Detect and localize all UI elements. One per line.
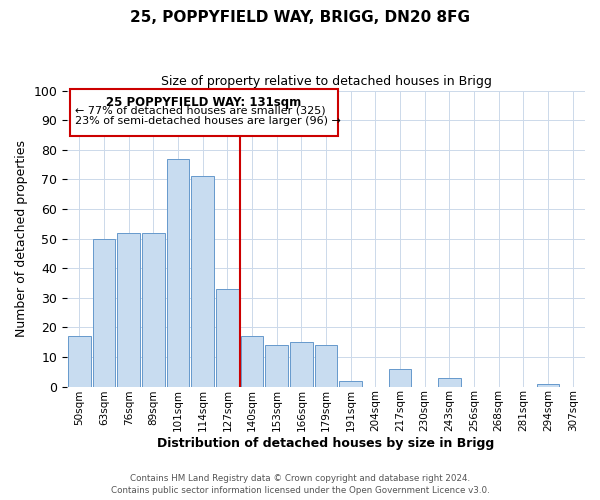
Y-axis label: Number of detached properties: Number of detached properties	[15, 140, 28, 337]
Text: 23% of semi-detached houses are larger (96) →: 23% of semi-detached houses are larger (…	[74, 116, 340, 126]
X-axis label: Distribution of detached houses by size in Brigg: Distribution of detached houses by size …	[157, 437, 495, 450]
Bar	[290, 342, 313, 386]
Bar	[68, 336, 91, 386]
Bar	[118, 232, 140, 386]
Text: 25 POPPYFIELD WAY: 131sqm: 25 POPPYFIELD WAY: 131sqm	[106, 96, 302, 109]
Text: ← 77% of detached houses are smaller (325): ← 77% of detached houses are smaller (32…	[74, 106, 325, 116]
Bar	[265, 345, 288, 387]
Text: Contains HM Land Registry data © Crown copyright and database right 2024.
Contai: Contains HM Land Registry data © Crown c…	[110, 474, 490, 495]
Title: Size of property relative to detached houses in Brigg: Size of property relative to detached ho…	[161, 75, 491, 88]
Bar	[438, 378, 461, 386]
Bar	[389, 369, 412, 386]
Bar	[191, 176, 214, 386]
Text: 25, POPPYFIELD WAY, BRIGG, DN20 8FG: 25, POPPYFIELD WAY, BRIGG, DN20 8FG	[130, 10, 470, 25]
Bar	[536, 384, 559, 386]
Bar	[340, 380, 362, 386]
FancyBboxPatch shape	[70, 89, 338, 136]
Bar	[241, 336, 263, 386]
Bar	[142, 232, 165, 386]
Bar	[167, 158, 190, 386]
Bar	[93, 238, 115, 386]
Bar	[216, 289, 239, 386]
Bar	[315, 345, 337, 387]
